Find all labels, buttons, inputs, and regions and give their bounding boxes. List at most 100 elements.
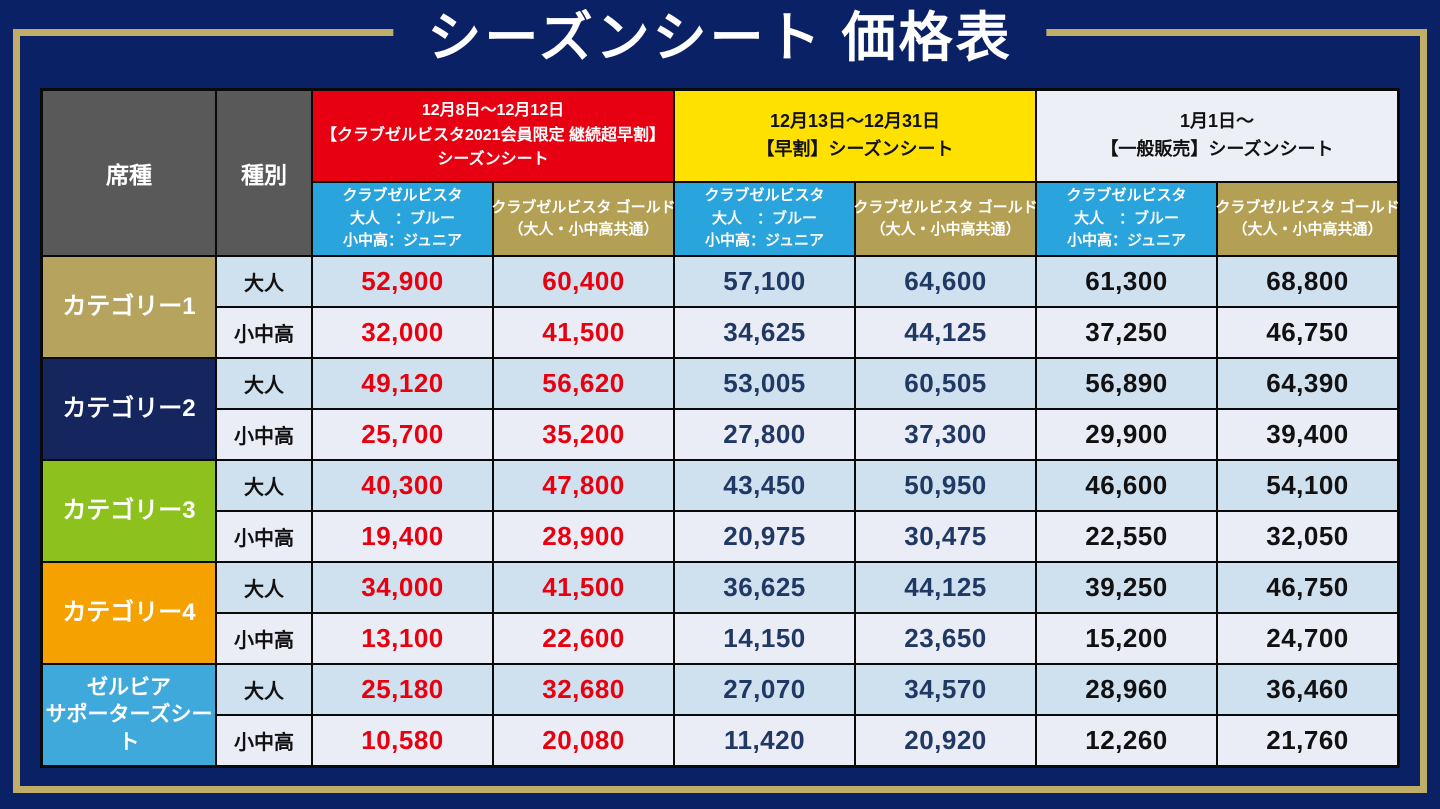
seat-cell: ゼルビアサポーターズシート [43,665,215,765]
price-cell: 46,750 [1218,308,1397,357]
type-cell: 小中高 [217,512,311,561]
seat-label-line: カテゴリー3 [62,497,196,525]
price-cell: 29,900 [1037,410,1216,459]
subheader-line: 大人 ：ブルー [349,209,455,227]
price-cell: 34,570 [856,665,1035,714]
type-cell: 大人 [217,461,311,510]
group-header-line: 【クラブゼルビスタ2021会員限定 継続超早割】 [320,126,666,144]
price-cell: 10,580 [313,716,492,765]
price-cell: 34,625 [675,308,854,357]
price-cell: 35,200 [494,410,673,459]
price-cell: 50,950 [856,461,1035,510]
seat-cell: カテゴリー1 [43,257,215,357]
subheader-club-zelvista-blue: クラブゼルビスタ 大人 ：ブルー 小中高：ジュニア [1037,183,1216,255]
subheader-club-zelvista-blue: クラブゼルビスタ 大人 ：ブルー 小中高：ジュニア [675,183,854,255]
subheader-club-zelvista-gold: クラブゼルビスタ ゴールド （大人・小中高共通） [853,183,1038,255]
price-cell: 60,400 [494,257,673,306]
group-header-line: 1月1日～ [1179,111,1255,132]
subheader-line: （大人・小中高共通） [1232,221,1383,238]
price-cell: 22,600 [494,614,673,663]
price-cell: 27,070 [675,665,854,714]
seat-cell: カテゴリー4 [43,563,215,663]
group-header-line: 12月13日～12月31日 [769,111,941,132]
price-cell: 39,250 [1037,563,1216,612]
seat-label-line: ゼルビア [87,676,171,700]
price-cell: 36,460 [1218,665,1397,714]
subheader-line: クラブゼルビスタ ゴールド [853,198,1038,216]
price-cell: 39,400 [1218,410,1397,459]
subheader-club-zelvista-gold: クラブゼルビスタ ゴールド （大人・小中高共通） [491,183,676,255]
price-cell: 46,600 [1037,461,1216,510]
type-cell: 小中高 [217,308,311,357]
subheader-line: クラブゼルビスタ ゴールド [1215,198,1400,216]
type-cell: 大人 [217,665,311,714]
subheader-line: 大人 ：ブルー [1073,209,1179,227]
price-cell: 27,800 [675,410,854,459]
subheader-line: （大人・小中高共通） [508,221,659,238]
type-cell: 大人 [217,563,311,612]
price-cell: 15,200 [1037,614,1216,663]
price-cell: 14,150 [675,614,854,663]
subheader-club-zelvista-gold: クラブゼルビスタ ゴールド （大人・小中高共通） [1215,183,1400,255]
price-cell: 52,900 [313,257,492,306]
subheader-club-zelvista-blue: クラブゼルビスタ 大人 ：ブルー 小中高：ジュニア [313,183,492,255]
price-cell: 22,550 [1037,512,1216,561]
subheader-line: クラブゼルビスタ [704,187,825,205]
type-cell: 大人 [217,257,311,306]
price-cell: 13,100 [313,614,492,663]
subheader-line: 大人 ：ブルー [711,209,817,227]
group-header-line: シーズンシート [437,151,549,169]
price-cell: 41,500 [494,563,673,612]
group-header-early-discount: 12月13日～12月31日 【早割】シーズンシート [675,91,1035,181]
subheader-line: 小中高：ジュニア [343,232,462,250]
price-cell: 24,700 [1218,614,1397,663]
price-cell: 32,000 [313,308,492,357]
price-cell: 54,100 [1218,461,1397,510]
price-cell: 28,900 [494,512,673,561]
price-cell: 61,300 [1037,257,1216,306]
seat-label-line: サポーターズシート [45,703,213,754]
type-cell: 小中高 [217,410,311,459]
price-cell: 20,975 [675,512,854,561]
price-cell: 32,050 [1218,512,1397,561]
price-cell: 47,800 [494,461,673,510]
price-cell: 44,125 [856,563,1035,612]
price-cell: 34,000 [313,563,492,612]
price-cell: 37,250 [1037,308,1216,357]
subheader-line: クラブゼルビスタ ゴールド [491,198,676,216]
price-cell: 32,680 [494,665,673,714]
price-cell: 25,700 [313,410,492,459]
price-cell: 30,475 [856,512,1035,561]
seat-label-line: カテゴリー4 [62,599,196,627]
group-header-line: 【早割】シーズンシート [756,139,954,159]
price-cell: 23,650 [856,614,1035,663]
group-header-line: 12月8日～12月12日 [421,101,565,119]
price-cell: 20,080 [494,716,673,765]
price-cell: 19,400 [313,512,492,561]
group-header-general-sale: 1月1日～ 【一般販売】シーズンシート [1037,91,1397,181]
group-header-member-super-early: 12月8日～12月12日 【クラブゼルビスタ2021会員限定 継続超早割】 シー… [313,91,673,181]
price-cell: 64,390 [1218,359,1397,408]
type-cell: 大人 [217,359,311,408]
subheader-line: クラブゼルビスタ [342,187,463,205]
seat-label-line: カテゴリー1 [62,293,196,321]
price-cell: 36,625 [675,563,854,612]
seat-column-header: 席種 [43,91,215,255]
price-cell: 40,300 [313,461,492,510]
price-cell: 25,180 [313,665,492,714]
subheader-line: 小中高：ジュニア [705,232,824,250]
type-column-header: 種別 [217,91,311,255]
price-cell: 68,800 [1218,257,1397,306]
page-title: シーズンシート 価格表 [393,2,1047,75]
price-cell: 37,300 [856,410,1035,459]
price-table: 席種 種別 12月8日～12月12日 【クラブゼルビスタ2021会員限定 継続超… [40,88,1400,768]
price-cell: 20,920 [856,716,1035,765]
group-header-line: 【一般販売】シーズンシート [1100,139,1334,159]
price-cell: 57,100 [675,257,854,306]
subheader-line: （大人・小中高共通） [870,221,1021,238]
price-cell: 49,120 [313,359,492,408]
price-cell: 21,760 [1218,716,1397,765]
seat-cell: カテゴリー2 [43,359,215,459]
price-cell: 46,750 [1218,563,1397,612]
price-cell: 28,960 [1037,665,1216,714]
